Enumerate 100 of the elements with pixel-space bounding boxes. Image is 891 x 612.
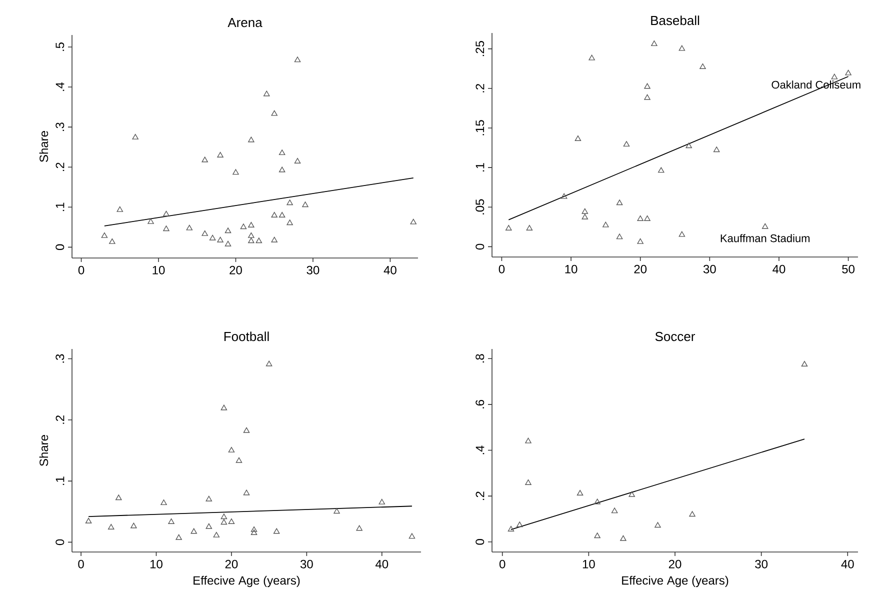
point [620, 535, 626, 541]
y-tick-label: 0 [476, 539, 484, 545]
point [525, 479, 532, 485]
y-tick-label: .2 [56, 162, 64, 172]
point [611, 508, 618, 514]
point [224, 228, 232, 234]
point [271, 110, 278, 116]
point [248, 238, 254, 244]
point [213, 532, 220, 538]
point [801, 361, 808, 367]
x-tick-label: 40 [384, 266, 396, 274]
point [248, 136, 254, 142]
point [526, 224, 533, 230]
y-tick-label: .1 [56, 476, 64, 485]
y-tick-label: 0 [476, 244, 484, 250]
point [217, 152, 224, 158]
point [582, 208, 588, 214]
point [243, 427, 250, 433]
point [209, 234, 216, 240]
x-tick-label: 30 [306, 266, 320, 274]
annotation: Kauffman Stadium [720, 234, 810, 242]
point [602, 222, 609, 228]
point [594, 532, 600, 538]
y-tick-label: 0 [56, 244, 64, 250]
x-tick-label: 30 [300, 560, 313, 568]
y-tick-label: .2 [476, 492, 484, 500]
point [206, 523, 212, 529]
point [273, 528, 280, 534]
y-axis-title: Share [39, 131, 48, 162]
point [168, 518, 174, 524]
point [108, 524, 114, 530]
point [85, 518, 92, 524]
y-tick-label: .15 [476, 120, 484, 136]
point [644, 215, 650, 221]
point [574, 136, 582, 141]
x-tick-label: 20 [230, 266, 242, 274]
x-tick-label: 30 [703, 264, 716, 274]
y-tick-label: .05 [476, 199, 484, 214]
point [654, 522, 661, 528]
point [508, 526, 514, 532]
x-tick-label: 40 [376, 560, 388, 568]
point [220, 514, 228, 520]
point [302, 202, 308, 208]
point [224, 240, 232, 246]
point [116, 206, 124, 212]
y-tick-label: .1 [56, 202, 64, 212]
x-tick-label: 0 [499, 560, 506, 568]
point [700, 63, 706, 69]
point [116, 494, 122, 500]
point [250, 529, 258, 535]
y-tick-label: .3 [56, 354, 64, 363]
point [202, 230, 208, 236]
point [186, 224, 193, 230]
x-tick-label: 10 [152, 266, 165, 274]
point [408, 533, 416, 539]
point [689, 511, 696, 517]
y-tick-label: .4 [56, 82, 64, 91]
x-tick-label: 30 [755, 560, 768, 568]
point [202, 156, 208, 162]
y-tick-label: .2 [476, 84, 484, 92]
point [256, 238, 262, 244]
point [278, 166, 286, 172]
point [516, 522, 523, 528]
point [266, 360, 272, 366]
point [278, 212, 286, 218]
point [132, 134, 138, 140]
point [628, 491, 635, 497]
point [506, 224, 512, 230]
point [637, 215, 644, 221]
x-tick-label: 20 [225, 560, 238, 568]
point [271, 236, 278, 242]
point [616, 200, 623, 206]
point [588, 54, 595, 60]
point [176, 534, 182, 540]
point [651, 40, 658, 46]
point [294, 158, 301, 164]
point [248, 222, 254, 228]
point [278, 150, 286, 156]
point [678, 45, 686, 51]
point [160, 500, 167, 506]
point [240, 224, 247, 230]
point [576, 490, 584, 496]
point [560, 193, 568, 199]
x-tick-label: 10 [565, 264, 578, 274]
point [217, 236, 224, 242]
point [163, 226, 170, 232]
point [286, 200, 293, 206]
y-tick-label: .8 [476, 354, 484, 363]
point [130, 522, 137, 528]
point [271, 212, 278, 218]
y-tick-label: .5 [56, 42, 64, 51]
x-tick-label: 20 [668, 560, 682, 568]
point [644, 83, 650, 89]
point [686, 142, 692, 148]
x-tick-label: 50 [842, 264, 855, 274]
point [582, 214, 588, 220]
point [831, 74, 838, 80]
point [525, 438, 532, 444]
x-tick-label: 20 [634, 264, 647, 274]
point [228, 518, 235, 524]
